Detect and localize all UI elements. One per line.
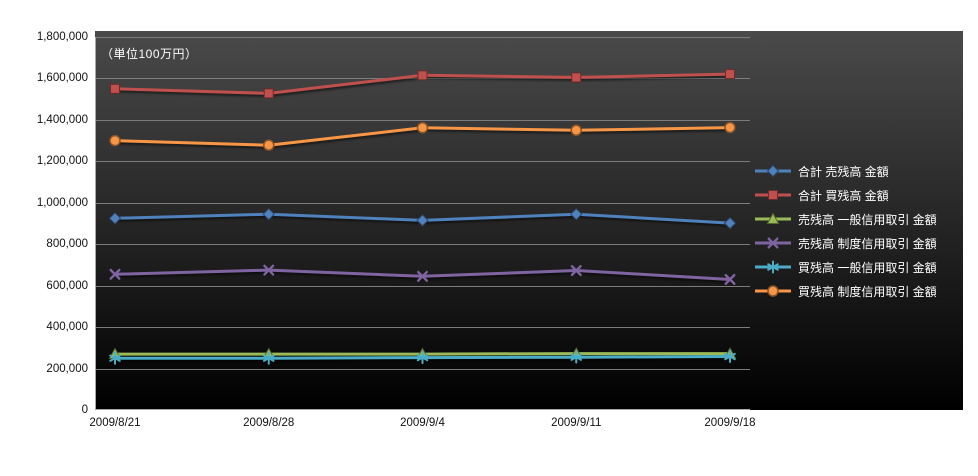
legend-label: 売残高 制度信用取引 金額 — [798, 236, 937, 251]
marker-asterisk — [724, 350, 736, 364]
legend-item-2: 合計 買残高 金額 — [755, 183, 937, 207]
y-axis-labels: 0 200,000 400,000 600,000 800,000 1,000,000 1,… — [0, 0, 90, 476]
marker-diamond — [723, 216, 737, 230]
x-tick-label: 2009/9/11 — [551, 417, 602, 429]
x-tick-label: 2009/9/18 — [704, 417, 756, 429]
legend-item-5: 買残高 一般信用取引 金額 — [755, 255, 937, 279]
marker-x — [263, 264, 275, 276]
legend-label: 買残高 一般信用取引 金額 — [798, 260, 937, 275]
x-tick-label: 2009/8/21 — [89, 417, 141, 429]
y-tick-label: 800,000 — [46, 238, 88, 250]
y-tick-label: 1,000,000 — [36, 197, 88, 209]
marker-asterisk — [262, 351, 275, 365]
marker-diamond — [416, 214, 429, 227]
marker-x — [417, 270, 428, 282]
marker-square — [768, 190, 778, 200]
y-tick-label: 600,000 — [46, 280, 88, 292]
marker-circle — [263, 139, 275, 151]
marker-x — [570, 265, 582, 277]
y-tick-label: 1,800,000 — [36, 31, 88, 43]
marker-square — [571, 72, 582, 83]
y-tick-label: 200,000 — [46, 363, 88, 375]
marker-diamond — [766, 164, 780, 178]
marker-square — [725, 69, 735, 80]
legend-label: 合計 買残高 金額 — [798, 188, 889, 203]
y-tick-label: 400,000 — [46, 321, 88, 333]
legend-marker-sample — [755, 285, 791, 297]
legend: 合計 売残高 金額 合計 買残高 金額売残高 一般信用取引 金額 売残高 制度信用取… — [755, 159, 937, 303]
marker-square — [417, 70, 428, 81]
y-tick-label: 0 — [81, 404, 88, 416]
legend-label: 買残高 制度信用取引 金額 — [798, 284, 937, 299]
marker-asterisk — [109, 351, 121, 365]
plot-area — [95, 37, 750, 410]
x-axis-labels: 2009/8/21 2009/8/28 2009/9/4 2009/9/11 2009/… — [89, 417, 755, 435]
legend-label: 合計 売残高 金額 — [798, 164, 889, 179]
y-tick-label: 1,600,000 — [36, 72, 88, 84]
legend-marker-sample — [755, 260, 791, 274]
marker-circle — [570, 124, 582, 136]
legend-marker-sample — [755, 164, 791, 178]
marker-asterisk — [416, 351, 429, 365]
legend-item-6: 買残高 制度信用取引 金額 — [755, 279, 937, 303]
marker-circle — [724, 121, 736, 134]
marker-diamond — [570, 207, 583, 221]
legend-marker-sample — [755, 212, 791, 224]
marker-asterisk — [570, 350, 583, 364]
marker-x — [109, 268, 121, 280]
unit-label: （単位100万円） — [101, 47, 198, 61]
marker-x — [767, 237, 779, 249]
marker-square — [110, 83, 120, 94]
marker-circle — [109, 134, 121, 147]
marker-asterisk — [767, 260, 779, 274]
marker-diamond — [262, 207, 275, 221]
marker-triangle — [766, 212, 780, 224]
y-tick-label: 1,200,000 — [36, 155, 88, 167]
x-tick-label: 2009/8/28 — [243, 417, 295, 429]
marker-diamond — [108, 212, 122, 225]
legend-item-1: 合計 売残高 金額 — [755, 159, 937, 183]
marker-circle — [416, 122, 429, 134]
legend-item-4: 売残高 制度信用取引 金額 — [755, 231, 937, 255]
marker-circle — [767, 285, 779, 297]
x-tick-label: 2009/9/4 — [400, 417, 445, 429]
legend-label: 売残高 一般信用取引 金額 — [798, 212, 937, 227]
chart-canvas: （単位100万円） 合計 売残高 金額 合計 買残高 金額売残高 一般信用取引 金… — [95, 31, 963, 410]
legend-item-3: 売残高 一般信用取引 金額 — [755, 207, 937, 231]
legend-marker-sample — [755, 190, 791, 200]
marker-x — [724, 273, 736, 285]
y-tick-label: 1,400,000 — [36, 114, 88, 126]
marker-square — [263, 88, 274, 99]
legend-marker-sample — [755, 237, 791, 249]
